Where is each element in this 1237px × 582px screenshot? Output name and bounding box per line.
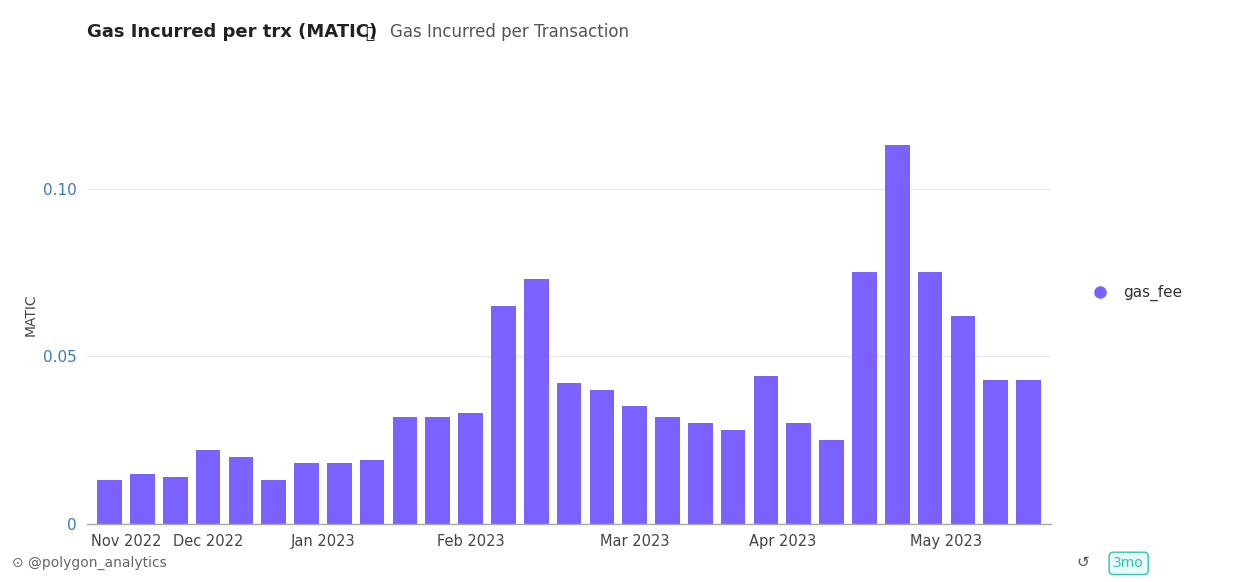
Bar: [753, 377, 778, 524]
Bar: [557, 383, 581, 524]
Text: ⊙ @polygon_analytics: ⊙ @polygon_analytics: [12, 556, 167, 570]
Bar: [787, 423, 811, 524]
Bar: [294, 463, 319, 524]
Bar: [983, 379, 1008, 524]
Bar: [721, 430, 746, 524]
Bar: [98, 480, 122, 524]
Text: Gas Incurred per Transaction: Gas Incurred per Transaction: [390, 23, 628, 41]
Bar: [392, 417, 417, 524]
Bar: [261, 480, 286, 524]
Bar: [688, 423, 713, 524]
Bar: [852, 272, 877, 524]
Legend: gas_fee: gas_fee: [1079, 279, 1188, 307]
Bar: [918, 272, 943, 524]
Text: 3mo: 3mo: [1113, 556, 1144, 570]
Bar: [360, 460, 385, 524]
Text: Gas Incurred per trx (MATIC): Gas Incurred per trx (MATIC): [87, 23, 377, 41]
Bar: [458, 413, 482, 524]
Bar: [819, 440, 844, 524]
Bar: [590, 390, 614, 524]
Y-axis label: MATIC: MATIC: [24, 293, 37, 336]
Bar: [884, 145, 909, 524]
Bar: [195, 450, 220, 524]
Bar: [163, 477, 188, 524]
Text: 🔴: 🔴: [365, 26, 374, 41]
Bar: [950, 316, 975, 524]
Bar: [229, 457, 254, 524]
Bar: [622, 406, 647, 524]
Text: ↺: ↺: [1076, 555, 1089, 570]
Bar: [327, 463, 351, 524]
Bar: [491, 306, 516, 524]
Bar: [426, 417, 450, 524]
Bar: [656, 417, 680, 524]
Bar: [524, 279, 548, 524]
Bar: [130, 474, 155, 524]
Bar: [1016, 379, 1040, 524]
